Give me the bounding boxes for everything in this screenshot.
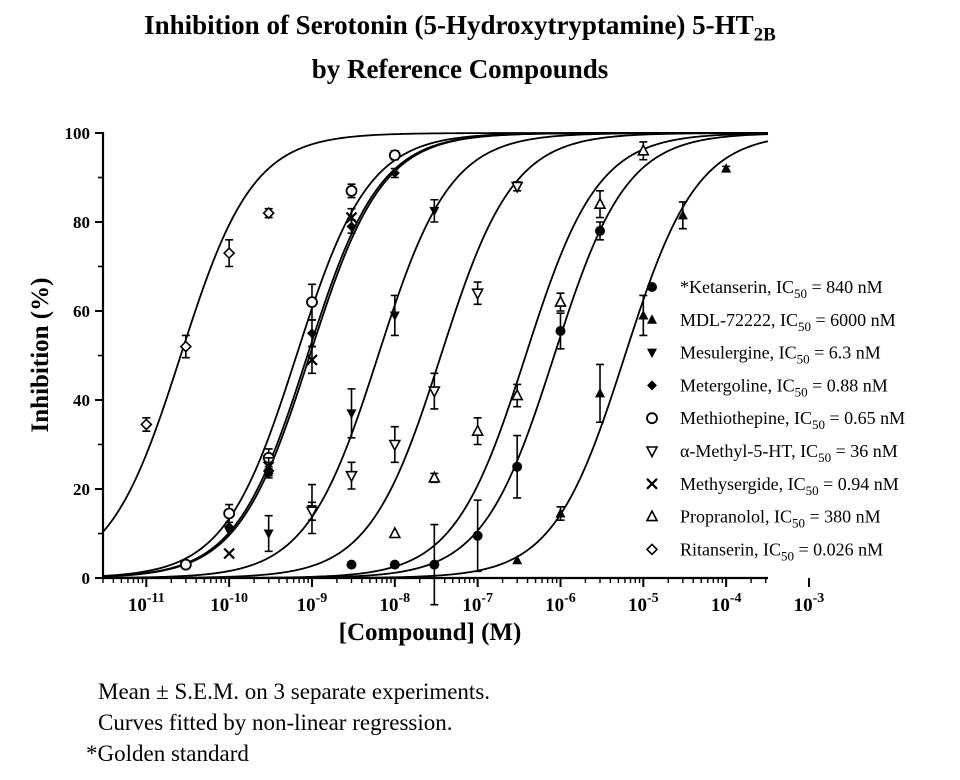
data-point bbox=[510, 181, 524, 194]
data-point bbox=[593, 196, 607, 209]
y-tick-label: 0 bbox=[82, 569, 91, 588]
legend-marker bbox=[645, 543, 659, 556]
data-point bbox=[555, 507, 566, 518]
axes: 0 20 40 60 80 100 10-11 10-10 10-9 10-8 10-7 10-6 10… bbox=[65, 124, 825, 616]
fit-curve bbox=[103, 132, 769, 579]
data-point bbox=[345, 470, 358, 483]
y-axis-label: Inhibition (%) bbox=[27, 278, 54, 433]
data-point bbox=[179, 340, 192, 353]
note-golden-standard: *Golden standard bbox=[86, 741, 249, 766]
y-tick-label: 20 bbox=[73, 480, 90, 499]
chart-title-line2: by Reference Compounds bbox=[311, 54, 609, 85]
legend-label: Mesulergine, IC50 = 6.3 nM bbox=[680, 343, 881, 367]
data-point bbox=[471, 288, 484, 301]
data-point bbox=[555, 326, 566, 337]
note-regression: Curves fitted by non-linear regression. bbox=[98, 710, 453, 735]
legend-marker bbox=[647, 314, 657, 324]
data-point bbox=[388, 149, 401, 162]
data-point bbox=[472, 530, 483, 541]
x-tick-label: 10-6 bbox=[545, 591, 576, 616]
data-point bbox=[223, 507, 236, 520]
chart-title-line1: Inhibition of Serotonin (5-Hydroxytrypta… bbox=[144, 10, 776, 46]
legend-label: Methysergide, IC50 = 0.94 nM bbox=[680, 474, 899, 498]
legend-marker bbox=[645, 509, 659, 522]
data-point bbox=[306, 354, 318, 366]
data-point bbox=[388, 439, 402, 452]
data-point bbox=[428, 386, 441, 399]
x-tick-label: 10-8 bbox=[379, 591, 410, 616]
data-point bbox=[179, 558, 192, 571]
x-tick-label: 10-4 bbox=[711, 591, 742, 616]
legend-label: MDL-72222, IC50 = 6000 nM bbox=[680, 310, 896, 334]
data-point bbox=[595, 225, 606, 236]
legend-label: Ritanserin, IC50 = 0.026 nM bbox=[680, 539, 883, 563]
legend-marker bbox=[646, 412, 658, 425]
legend-label: Propranolol, IC50 = 380 nM bbox=[680, 507, 881, 531]
data-point bbox=[388, 526, 402, 539]
legend-marker bbox=[647, 348, 657, 359]
data-point bbox=[721, 163, 732, 173]
legend-label: Methiothepine, IC50 = 0.65 nM bbox=[680, 408, 905, 432]
y-tick-label: 100 bbox=[65, 124, 91, 143]
x-axis-label: [Compound] (M) bbox=[339, 619, 522, 646]
data-point bbox=[305, 506, 319, 519]
data-point bbox=[512, 461, 523, 472]
data-point bbox=[346, 409, 357, 419]
y-tick-label: 80 bbox=[73, 213, 90, 232]
legend-label: Metergoline, IC50 = 0.88 nM bbox=[680, 375, 888, 399]
data-points bbox=[140, 141, 732, 606]
fit-curve bbox=[102, 132, 768, 533]
data-point bbox=[677, 209, 688, 220]
data-point bbox=[306, 328, 317, 339]
data-point bbox=[345, 211, 358, 224]
x-tick-label: 10-5 bbox=[628, 591, 659, 616]
x-tick-label: 10-3 bbox=[794, 591, 825, 616]
data-point bbox=[223, 247, 236, 260]
data-point bbox=[389, 168, 400, 179]
legend-marker bbox=[647, 380, 657, 391]
x-tick-label: 10-11 bbox=[128, 591, 165, 616]
data-point bbox=[636, 143, 650, 156]
data-point bbox=[224, 527, 235, 537]
legend-label: *Ketanserin, IC50 = 840 nM bbox=[680, 277, 883, 301]
data-point bbox=[223, 547, 235, 560]
legend-marker bbox=[647, 282, 657, 292]
data-point bbox=[224, 521, 235, 532]
data-point bbox=[345, 184, 358, 197]
legend-label: α-Methyl-5-HT, IC50 = 36 nM bbox=[680, 441, 898, 465]
y-tick-label: 60 bbox=[73, 302, 90, 321]
data-point bbox=[512, 554, 523, 565]
data-point bbox=[471, 423, 484, 436]
legend-marker bbox=[646, 478, 658, 490]
chart-title: Inhibition of Serotonin (5-Hydroxytrypta… bbox=[0, 8, 920, 86]
x-tick-label: 10-9 bbox=[297, 591, 328, 616]
data-point bbox=[429, 559, 440, 570]
note-sem: Mean ± S.E.M. on 3 separate experiments. bbox=[98, 679, 491, 704]
dose-response-chart: 0 20 40 60 80 100 10-11 10-10 10-9 10-8 10-7 10-6 10… bbox=[27, 124, 905, 646]
legend: *Ketanserin, IC50 = 840 nM MDL-72222, IC5… bbox=[645, 277, 905, 563]
data-point bbox=[428, 470, 441, 483]
data-point bbox=[262, 460, 275, 473]
data-point bbox=[306, 296, 318, 309]
x-tick-label: 10-10 bbox=[210, 591, 248, 616]
fit-curve bbox=[103, 133, 769, 579]
data-point bbox=[140, 418, 153, 431]
data-point bbox=[263, 529, 274, 539]
x-tick-label: 10-7 bbox=[462, 591, 493, 616]
legend-marker bbox=[645, 446, 659, 459]
data-point bbox=[595, 387, 606, 398]
data-point bbox=[510, 388, 524, 401]
data-point bbox=[389, 311, 400, 321]
data-point bbox=[262, 206, 275, 220]
data-point bbox=[429, 206, 440, 217]
data-point bbox=[389, 559, 400, 570]
data-point bbox=[554, 294, 567, 307]
data-point bbox=[638, 309, 649, 320]
data-point bbox=[346, 559, 357, 570]
y-tick-label: 40 bbox=[73, 391, 90, 410]
